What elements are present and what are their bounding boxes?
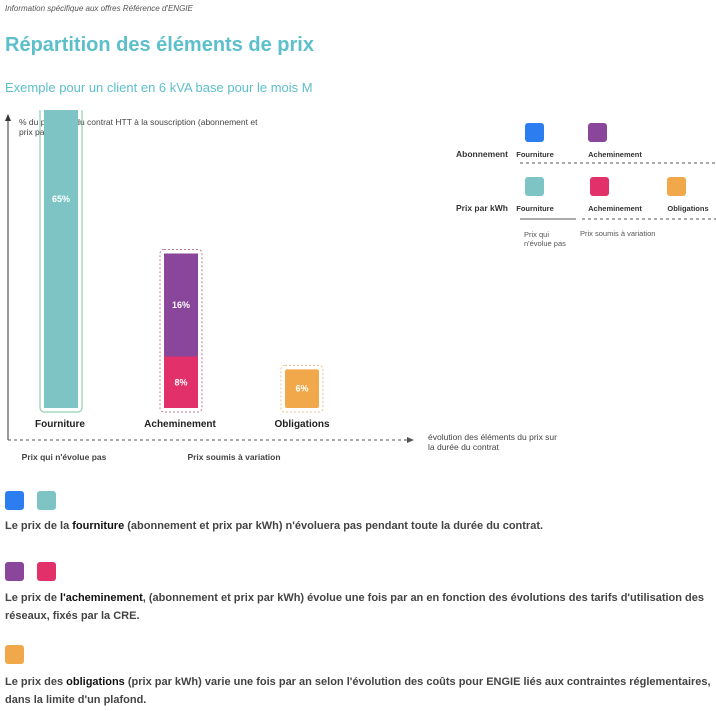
top-note: Information spécifique aux offres Référe… <box>5 4 193 13</box>
explanation-fourniture: Le prix de la fourniture (abonnement et … <box>5 520 544 532</box>
data-label-acheminement-kwh: 8% <box>174 377 187 387</box>
emphasis-fourniture: fourniture <box>72 520 125 532</box>
legend-label-acheminement-1: Acheminement <box>588 150 642 159</box>
legend: Abonnement Fourniture Acheminement Prix … <box>440 118 716 258</box>
legend-swatch-acheminement-kwh <box>590 177 609 196</box>
legend-swatch-obligations <box>667 177 686 196</box>
category-label-acheminement: Acheminement <box>144 419 216 430</box>
group-label-fixed: Prix qui n'évolue pas <box>21 452 107 462</box>
page-title: Répartition des éléments de prix <box>5 34 314 56</box>
bar-acheminement-kwh <box>164 356 198 408</box>
legend-divider-2 <box>520 218 716 220</box>
explain-swatch-acheminement-kwh <box>37 562 56 581</box>
bar-frame-fourniture <box>39 110 83 413</box>
price-breakdown-chart: 65%5%8%16%6% <box>5 110 414 443</box>
bar-frame-obligations <box>280 364 324 413</box>
emphasis-obligations: obligations <box>66 676 125 688</box>
explain-swatch-acheminement-abonnement <box>5 562 24 581</box>
data-label-acheminement-abonnement: 16% <box>172 300 190 310</box>
legend-label-fourniture-1: Fourniture <box>516 150 554 159</box>
explain-swatch-fourniture-abonnement <box>5 491 24 510</box>
explanation-acheminement: Le prix de l'acheminement, (abonnement e… <box>5 592 704 622</box>
emphasis-acheminement: l'acheminement <box>60 592 143 604</box>
explain-swatch-obligations <box>5 645 24 664</box>
data-label-obligations-kwh: 6% <box>295 384 308 394</box>
page-subtitle: Exemple pour un client en 6 kVA base pou… <box>5 80 313 95</box>
legend-row-abonnement: Abonnement <box>456 149 508 159</box>
legend-row-kwh: Prix par kWh <box>456 203 508 213</box>
x-axis-arrow <box>407 437 414 443</box>
data-label-fourniture-kwh: 65% <box>52 194 70 204</box>
category-label-obligations: Obligations <box>274 419 330 430</box>
explain-swatch-fourniture-kwh <box>37 491 56 510</box>
legend-label-obligations: Obligations <box>667 204 709 213</box>
bar-frame-acheminement <box>159 249 203 413</box>
bar-acheminement-abonnement <box>164 253 198 357</box>
legend-swatch-acheminement-abonnement <box>588 123 607 142</box>
legend-note-fixed: Prix qui n'évolue pas <box>524 230 566 248</box>
group-label-variable: Prix soumis à variation <box>187 452 281 462</box>
legend-label-acheminement-2: Acheminement <box>588 204 642 213</box>
legend-label-fourniture-2: Fourniture <box>516 204 554 213</box>
legend-swatch-fourniture-kwh <box>525 177 544 196</box>
x-axis-label: évolution des éléments du prix sur la du… <box>428 432 557 452</box>
bars-group: 65%5%8%16%6% <box>39 110 324 413</box>
bar-obligations-kwh <box>285 369 319 408</box>
legend-swatch-fourniture-abonnement <box>525 123 544 142</box>
y-axis-arrow <box>5 114 11 121</box>
category-label-fourniture: Fourniture <box>35 419 85 430</box>
legend-divider-1 <box>520 162 716 164</box>
explanation-obligations: Le prix des obligations (prix par kWh) v… <box>5 676 711 706</box>
bar-fourniture-kwh <box>44 110 78 408</box>
legend-note-variable: Prix soumis à variation <box>580 229 656 238</box>
